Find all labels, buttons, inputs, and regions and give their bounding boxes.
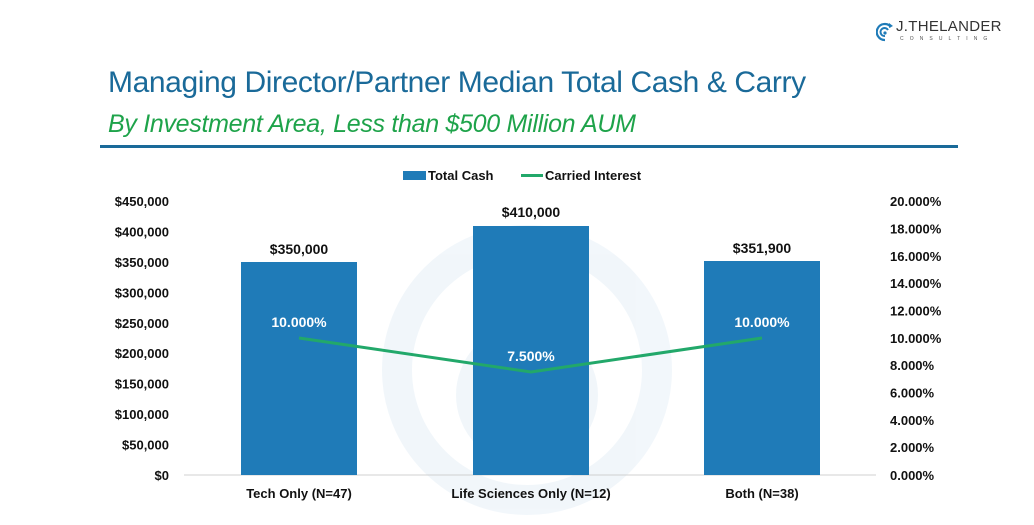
company-logo: J.THELANDER CONSULTING xyxy=(876,18,1026,50)
left-axis-tick: $150,000 xyxy=(115,377,169,392)
line-value-labels: 10.000% 7.500% 10.000% xyxy=(271,314,790,364)
left-axis-tick: $0 xyxy=(155,468,169,483)
right-axis-tick: 12.000% xyxy=(890,304,942,319)
right-axis-tick: 14.000% xyxy=(890,276,942,291)
bar-value-labels: $350,000 $410,000 $351,900 xyxy=(270,204,792,257)
right-axis-tick: 10.000% xyxy=(890,331,942,346)
bar-series-total-cash xyxy=(241,226,820,475)
x-axis-categories: Tech Only (N=47) Life Sciences Only (N=1… xyxy=(246,486,798,501)
left-axis-tick: $50,000 xyxy=(122,438,169,453)
bar-tech-only[interactable] xyxy=(241,262,357,475)
bar-life-sciences-only[interactable] xyxy=(473,226,589,475)
page-title: Managing Director/Partner Median Total C… xyxy=(108,66,806,99)
right-axis-tick: 4.000% xyxy=(890,413,935,428)
left-axis: $450,000 $400,000 $350,000 $300,000 $250… xyxy=(115,194,169,483)
category-label: Tech Only (N=47) xyxy=(246,486,352,501)
page-subtitle: By Investment Area, Less than $500 Milli… xyxy=(108,110,636,138)
logo-name: J.THELANDER xyxy=(896,18,1002,35)
right-axis-tick: 16.000% xyxy=(890,249,942,264)
left-axis-tick: $100,000 xyxy=(115,407,169,422)
category-label: Both (N=38) xyxy=(725,486,798,501)
category-label: Life Sciences Only (N=12) xyxy=(451,486,610,501)
legend-swatch-total-cash xyxy=(403,171,426,180)
spiral-logo-icon xyxy=(876,22,893,42)
bar-value-label: $351,900 xyxy=(733,240,792,256)
left-axis-tick: $250,000 xyxy=(115,316,169,331)
legend-label-total-cash: Total Cash xyxy=(428,168,494,183)
right-axis-tick: 20.000% xyxy=(890,194,942,209)
left-axis-tick: $200,000 xyxy=(115,346,169,361)
left-axis-tick: $350,000 xyxy=(115,255,169,270)
right-axis-tick: 2.000% xyxy=(890,440,935,455)
logo-subtitle: CONSULTING xyxy=(900,36,994,42)
line-value-label: 10.000% xyxy=(271,314,327,330)
right-axis-tick: 18.000% xyxy=(890,222,942,237)
right-axis: 20.000% 18.000% 16.000% 14.000% 12.000% … xyxy=(890,194,942,483)
bar-both[interactable] xyxy=(704,261,820,475)
right-axis-tick: 8.000% xyxy=(890,358,935,373)
bar-value-label: $410,000 xyxy=(502,204,561,220)
right-axis-tick: 0.000% xyxy=(890,468,935,483)
left-axis-tick: $300,000 xyxy=(115,286,169,301)
left-axis-tick: $400,000 xyxy=(115,225,169,240)
chart-legend: Total Cash Carried Interest xyxy=(403,168,642,183)
line-value-label: 7.500% xyxy=(507,348,555,364)
legend-label-carried-interest: Carried Interest xyxy=(545,168,642,183)
line-value-label: 10.000% xyxy=(734,314,790,330)
line-series-carried-interest xyxy=(298,336,763,374)
right-axis-tick: 6.000% xyxy=(890,386,935,401)
left-axis-tick: $450,000 xyxy=(115,194,169,209)
title-divider xyxy=(100,145,958,148)
bar-value-label: $350,000 xyxy=(270,241,329,257)
